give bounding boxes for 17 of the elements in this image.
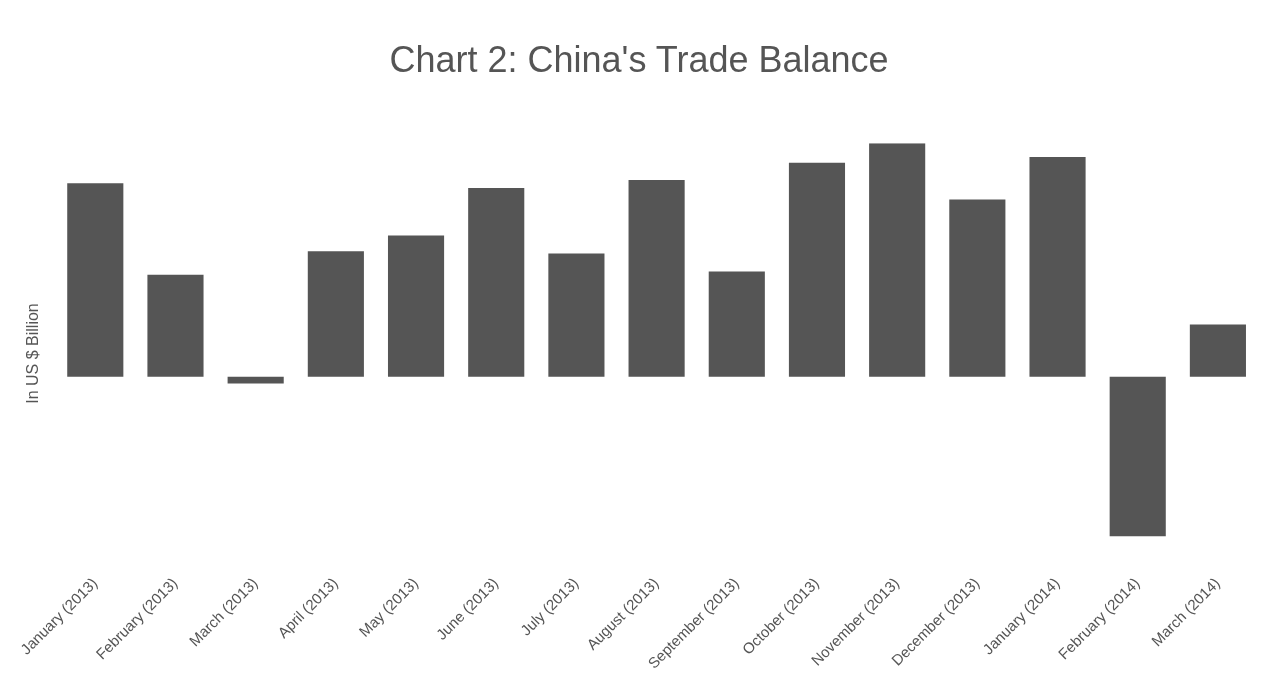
bar <box>788 162 846 377</box>
bar <box>67 183 124 377</box>
bar <box>708 271 765 377</box>
bar <box>307 251 364 377</box>
bar <box>227 376 284 384</box>
bar <box>468 188 525 377</box>
bar <box>387 235 445 377</box>
bar <box>1029 156 1086 377</box>
bar <box>548 253 605 377</box>
bar <box>949 199 1006 377</box>
bar <box>1189 324 1246 377</box>
y-axis-title: In US $ Billion <box>24 303 42 404</box>
bar <box>1109 376 1166 537</box>
chart-title: Chart 2: China's Trade Balance <box>389 38 889 80</box>
bar <box>628 179 685 377</box>
bar <box>869 143 926 377</box>
bar <box>147 274 204 377</box>
